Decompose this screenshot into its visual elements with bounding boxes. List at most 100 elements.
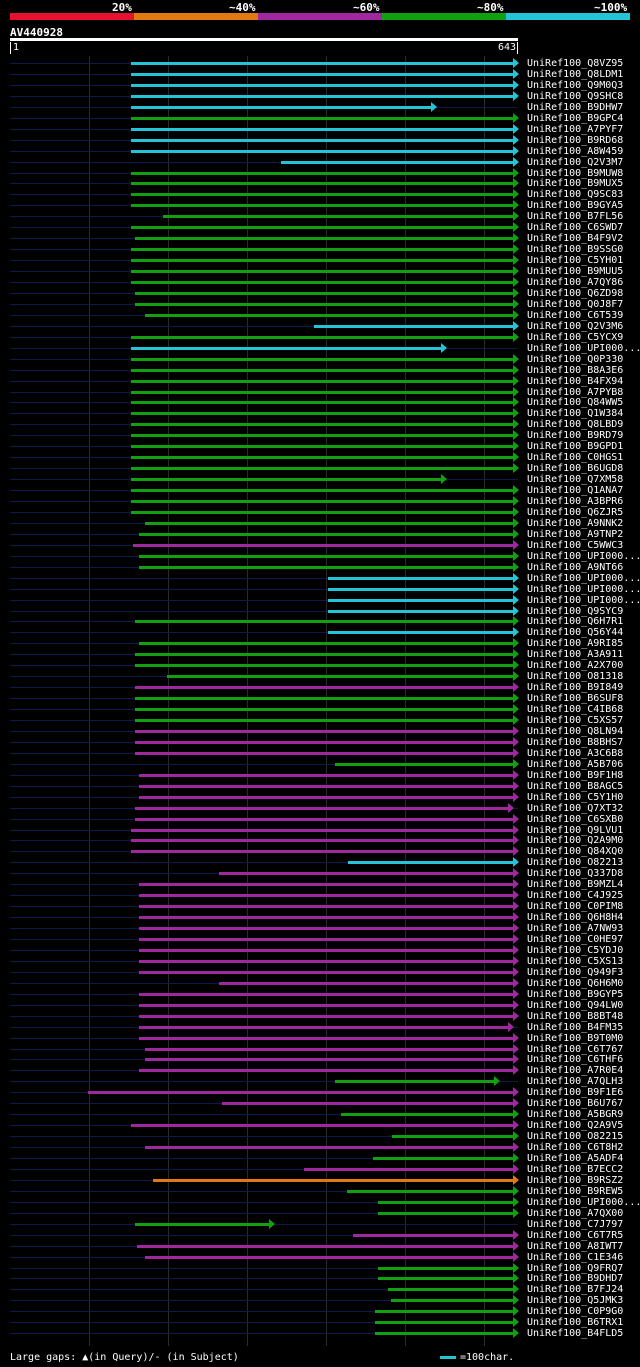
hit-bar[interactable] xyxy=(314,324,514,328)
hit-row[interactable]: UniRef100_A3C6B8 xyxy=(0,747,640,759)
hit-row[interactable]: UniRef100_B9F1E6 xyxy=(0,1087,640,1098)
hit-label[interactable]: UniRef100_Q0P330 xyxy=(527,353,624,365)
hit-label[interactable]: UniRef100_B9GYP5 xyxy=(527,988,624,1000)
hit-label[interactable]: UniRef100_Q7XT32 xyxy=(527,802,624,814)
hit-row[interactable]: UniRef100_C0HE97 xyxy=(0,934,640,945)
hit-label[interactable]: UniRef100_B7ECC2 xyxy=(527,1163,624,1175)
hit-bar[interactable] xyxy=(139,773,514,777)
hit-row[interactable]: UniRef100_B9MUU5 xyxy=(0,266,640,277)
hit-label[interactable]: UniRef100_B6U767 xyxy=(527,1098,624,1110)
hit-row[interactable]: UniRef100_Q56Y44 xyxy=(0,627,640,638)
hit-label[interactable]: UniRef100_A8IWT7 xyxy=(527,1240,624,1252)
hit-label[interactable]: UniRef100_B6UGD8 xyxy=(527,463,624,475)
hit-label[interactable]: UniRef100_UPI000... xyxy=(527,583,640,595)
hit-row[interactable]: UniRef100_UPI000... xyxy=(0,583,640,595)
hit-bar[interactable] xyxy=(139,554,514,558)
hit-bar[interactable] xyxy=(139,883,514,887)
hit-row[interactable]: UniRef100_B9MZL4 xyxy=(0,879,640,890)
hit-row[interactable]: UniRef100_Q7XM58 xyxy=(0,474,640,485)
hit-label[interactable]: UniRef100_B9MUX5 xyxy=(527,178,624,190)
hit-bar[interactable] xyxy=(131,171,514,175)
hit-row[interactable]: UniRef100_Q8LBD9 xyxy=(0,419,640,430)
hit-label[interactable]: UniRef100_A9NT66 xyxy=(527,561,624,573)
hit-label[interactable]: UniRef100_B9I849 xyxy=(527,682,624,694)
hit-bar[interactable] xyxy=(378,1277,514,1281)
hit-row[interactable]: UniRef100_Q9SHC8 xyxy=(0,90,640,102)
hit-bar[interactable] xyxy=(131,94,514,98)
hit-row[interactable]: UniRef100_C6T8H2 xyxy=(0,1142,640,1153)
hit-row[interactable]: UniRef100_Q9LVU1 xyxy=(0,824,640,836)
hit-row[interactable]: UniRef100_A9TNP2 xyxy=(0,528,640,540)
hit-row[interactable]: UniRef100_B6TRX1 xyxy=(0,1317,640,1328)
hit-bar[interactable] xyxy=(328,609,514,613)
hit-label[interactable]: UniRef100_B9GPD1 xyxy=(527,441,624,453)
hit-bar[interactable] xyxy=(137,1244,514,1248)
hit-row[interactable]: UniRef100_Q2V3M7 xyxy=(0,156,640,168)
hit-row[interactable]: UniRef100_B9I849 xyxy=(0,682,640,693)
hit-row[interactable]: UniRef100_Q0P330 xyxy=(0,353,640,365)
hit-label[interactable]: UniRef100_Q8LDM1 xyxy=(527,68,624,80)
hit-row[interactable]: UniRef100_UPI000... xyxy=(0,594,640,606)
hit-row[interactable]: UniRef100_A5ADF4 xyxy=(0,1153,640,1164)
hit-label[interactable]: UniRef100_C0PIM8 xyxy=(527,901,624,913)
hit-label[interactable]: UniRef100_C6THF6 xyxy=(527,1054,624,1066)
hit-row[interactable]: UniRef100_A7QY86 xyxy=(0,277,640,288)
hit-row[interactable]: UniRef100_C5WWC3 xyxy=(0,539,640,551)
hit-bar[interactable] xyxy=(131,149,514,153)
hit-bar[interactable] xyxy=(139,992,514,996)
hit-bar[interactable] xyxy=(131,412,514,416)
hit-bar[interactable] xyxy=(131,182,514,186)
hit-row[interactable]: UniRef100_A7QLH3 xyxy=(0,1076,640,1087)
hit-bar[interactable] xyxy=(348,861,514,865)
hit-row[interactable]: UniRef100_Q2A9M0 xyxy=(0,835,640,846)
hit-bar[interactable] xyxy=(341,1113,514,1117)
hit-bar[interactable] xyxy=(139,959,514,963)
hit-row[interactable]: UniRef100_B9RD68 xyxy=(0,134,640,146)
hit-label[interactable]: UniRef100_B9RSZ2 xyxy=(527,1174,624,1186)
hit-bar[interactable] xyxy=(139,1025,509,1029)
hit-bar[interactable] xyxy=(139,1003,514,1007)
hit-bar[interactable] xyxy=(328,631,514,635)
hit-row[interactable]: UniRef100_Q9M0Q3 xyxy=(0,79,640,91)
hit-label[interactable]: UniRef100_B9DHD7 xyxy=(527,1273,624,1285)
hit-row[interactable]: UniRef100_O81318 xyxy=(0,671,640,682)
hit-bar[interactable] xyxy=(139,948,514,952)
hit-bar[interactable] xyxy=(131,489,514,493)
hit-label[interactable]: UniRef100_C0HE97 xyxy=(527,934,624,945)
hit-bar[interactable] xyxy=(131,390,514,394)
hit-label[interactable]: UniRef100_Q1W384 xyxy=(527,408,624,420)
hit-label[interactable]: UniRef100_A7PYF7 xyxy=(527,123,624,135)
hit-row[interactable]: UniRef100_UPI000... xyxy=(0,342,640,354)
hit-row[interactable]: UniRef100_A7PYF7 xyxy=(0,123,640,135)
hit-row[interactable]: UniRef100_C4IB68 xyxy=(0,704,640,715)
hit-bar[interactable] xyxy=(131,1124,514,1128)
hit-bar[interactable] xyxy=(375,1332,514,1336)
hit-row[interactable]: UniRef100_B9GYA5 xyxy=(0,200,640,211)
hit-bar[interactable] xyxy=(131,259,514,263)
hit-label[interactable]: UniRef100_B7FL56 xyxy=(527,211,624,223)
hit-row[interactable]: UniRef100_B7FJ24 xyxy=(0,1284,640,1295)
hit-bar[interactable] xyxy=(131,423,514,427)
hit-row[interactable]: UniRef100_A7PYB8 xyxy=(0,386,640,398)
hit-label[interactable]: UniRef100_UPI000... xyxy=(527,342,640,354)
hit-row[interactable]: UniRef100_A7NW93 xyxy=(0,923,640,934)
hit-row[interactable]: UniRef100_Q8VZ95 xyxy=(0,58,640,69)
hit-label[interactable]: UniRef100_B9SSG0 xyxy=(527,244,624,256)
hit-label[interactable]: UniRef100_B6SUF8 xyxy=(527,693,624,705)
hit-label[interactable]: UniRef100_B8BHS7 xyxy=(527,736,624,748)
hit-label[interactable]: UniRef100_C6SXB0 xyxy=(527,813,624,825)
hit-bar[interactable] xyxy=(328,576,514,580)
hit-bar[interactable] xyxy=(131,248,514,252)
hit-bar[interactable] xyxy=(135,729,514,733)
hit-row[interactable]: UniRef100_Q337D8 xyxy=(0,868,640,879)
hit-bar[interactable] xyxy=(131,368,514,372)
hit-bar[interactable] xyxy=(135,237,514,241)
hit-row[interactable]: UniRef100_A5B706 xyxy=(0,758,640,770)
hit-bar[interactable] xyxy=(335,1080,495,1084)
hit-bar[interactable] xyxy=(131,83,514,87)
hit-row[interactable]: UniRef100_Q2A9V5 xyxy=(0,1120,640,1131)
hit-row[interactable]: UniRef100_Q0J8F7 xyxy=(0,298,640,310)
hit-bar[interactable] xyxy=(335,762,514,766)
hit-label[interactable]: UniRef100_A9TNP2 xyxy=(527,528,624,540)
hit-label[interactable]: UniRef100_B7FJ24 xyxy=(527,1284,624,1296)
